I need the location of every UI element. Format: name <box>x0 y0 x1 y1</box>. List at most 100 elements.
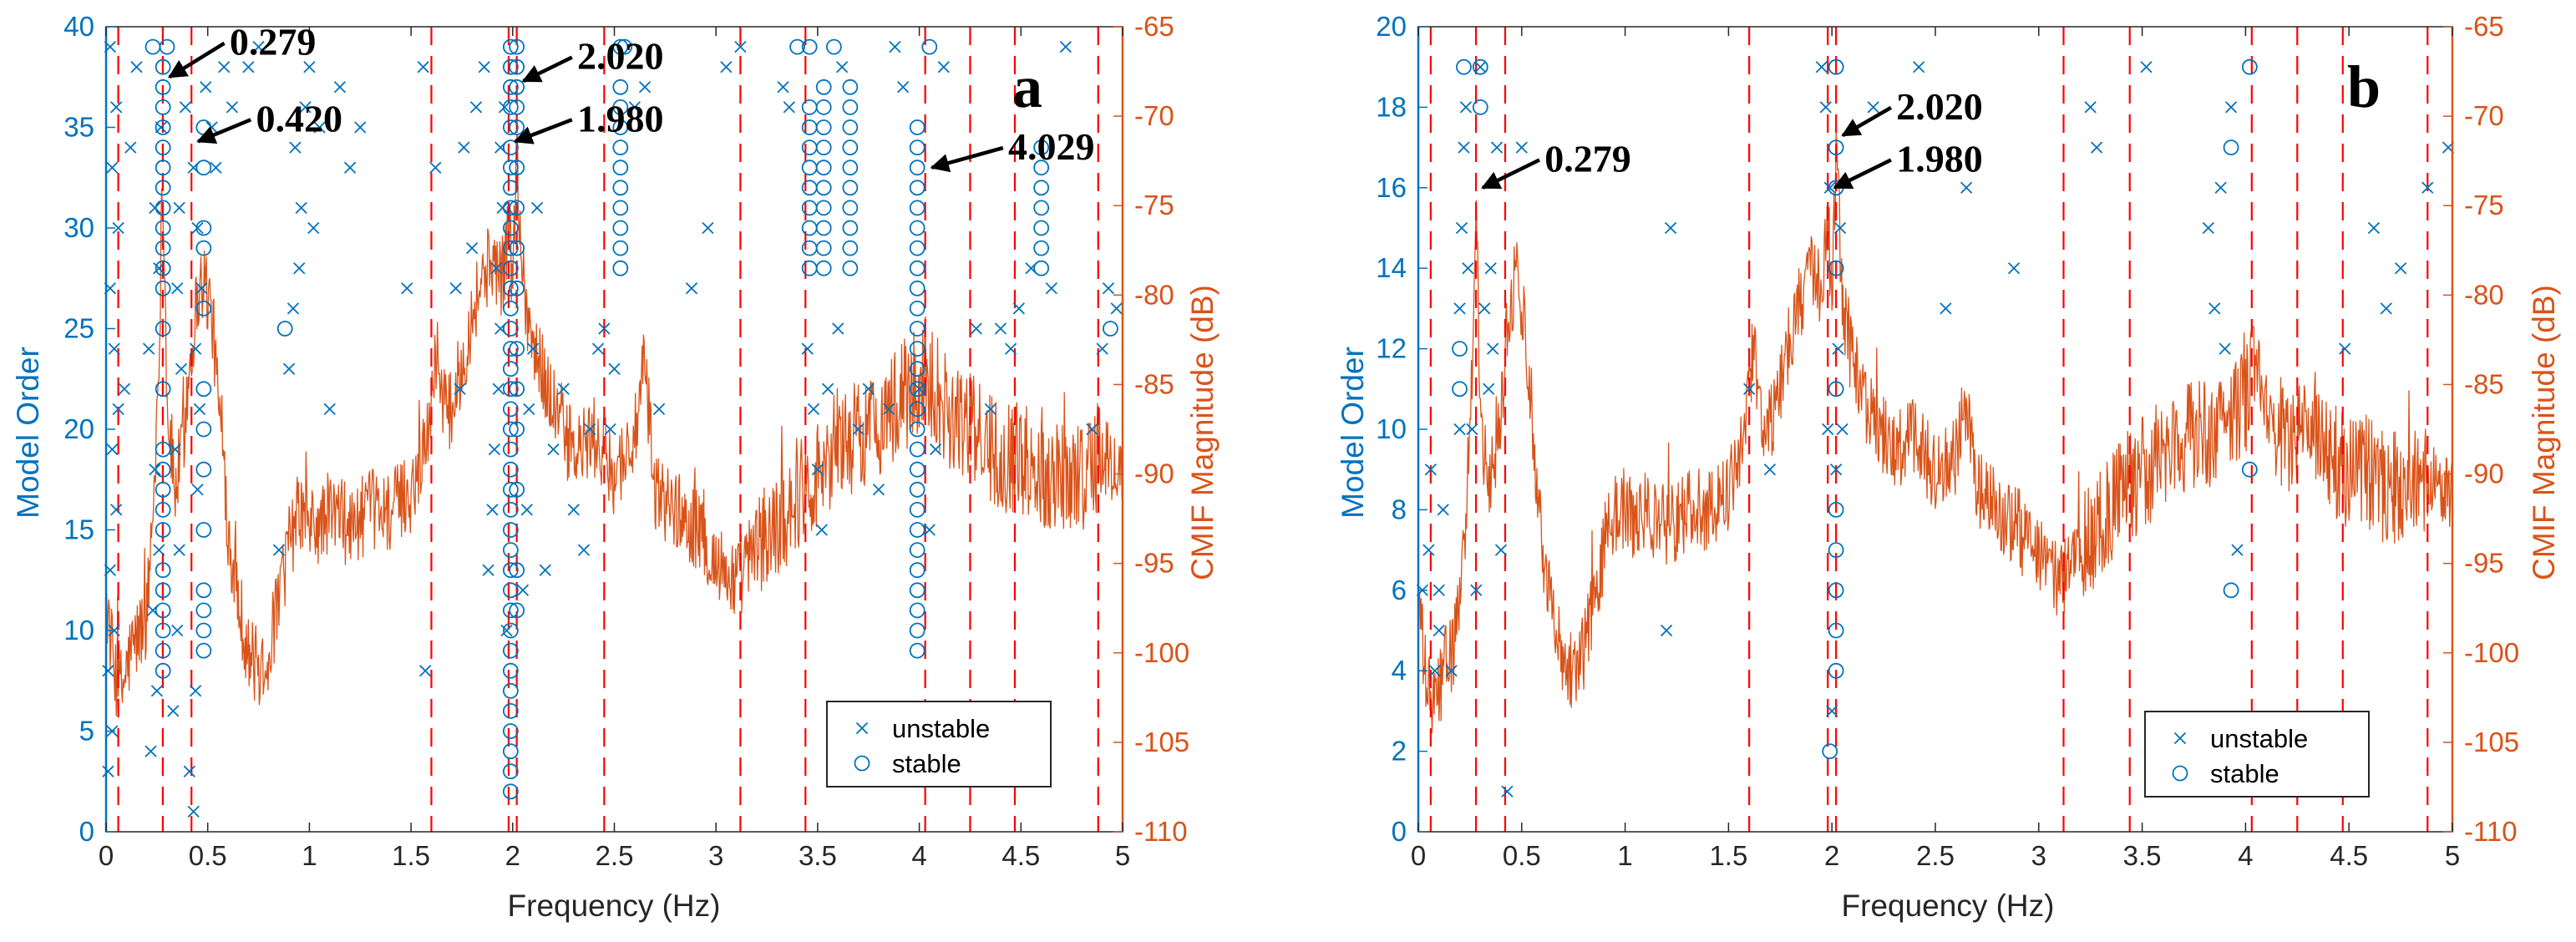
x-tick-label: 2.5 <box>596 840 634 871</box>
stable-marker <box>1452 381 1468 398</box>
x-tick-label: 4 <box>911 840 926 871</box>
unstable-marker <box>852 423 865 436</box>
stable-marker <box>509 481 525 498</box>
stable-marker <box>909 602 925 619</box>
unstable-marker <box>1045 282 1057 295</box>
unstable-marker <box>1445 665 1458 677</box>
unstable-marker <box>343 161 357 174</box>
unstable-marker <box>1483 382 1495 395</box>
x-axis-title: Frequency (Hz) <box>508 889 721 923</box>
unstable-marker <box>112 403 124 416</box>
stable-marker <box>842 220 859 236</box>
unstable-marker <box>106 161 119 174</box>
unstable-marker <box>102 765 114 777</box>
stable-marker <box>921 38 938 55</box>
annotation-label: 1.980 <box>1896 138 1983 180</box>
y2-axis-title: CMIF Magnitude (dB) <box>2527 285 2561 580</box>
y2-tick-label: -80 <box>1134 279 1174 310</box>
y2-tick-label: -95 <box>1134 548 1174 579</box>
x-tick-label: 0.5 <box>1503 840 1541 871</box>
stable-marker <box>509 240 525 256</box>
stable-marker <box>909 280 925 296</box>
unstable-marker <box>1004 342 1017 355</box>
y-tick-label: 35 <box>63 112 94 143</box>
unstable-marker <box>1515 141 1528 154</box>
stable-marker <box>155 622 171 639</box>
y2-tick-label: -75 <box>2464 190 2504 220</box>
unstable-marker <box>110 504 123 516</box>
unstable-marker <box>102 665 114 677</box>
stable-marker <box>842 119 859 135</box>
stable-marker <box>155 441 171 458</box>
y2-tick-label: -100 <box>2464 637 2519 668</box>
unstable-marker <box>1490 141 1504 154</box>
y-tick-label: 14 <box>1376 252 1407 283</box>
stable-marker <box>195 642 212 659</box>
x-tick-label: 0 <box>1411 840 1426 871</box>
stable-marker <box>502 783 519 800</box>
stable-marker <box>195 381 212 398</box>
stable-marker <box>909 642 925 659</box>
stable-marker <box>1033 180 1050 196</box>
unstable-marker <box>150 685 163 697</box>
stable-marker <box>909 461 925 478</box>
unstable-marker <box>937 61 950 73</box>
unstable-marker <box>175 362 188 375</box>
stable-marker <box>502 321 519 337</box>
unstable-marker <box>242 61 255 73</box>
annotation-label: 0.420 <box>256 97 342 139</box>
y-tick-label: 30 <box>63 212 94 243</box>
unstable-marker <box>913 382 925 395</box>
unstable-marker <box>106 443 119 456</box>
unstable-marker <box>1428 665 1441 677</box>
annotation-arrow <box>1481 158 1541 190</box>
y-axis-title: Model Order <box>11 347 45 519</box>
unstable-marker <box>287 302 300 315</box>
unstable-marker <box>608 362 621 375</box>
unstable-marker <box>218 61 231 73</box>
stable-marker <box>815 260 832 276</box>
y-tick-label: 18 <box>1376 91 1407 122</box>
unstable-marker <box>638 81 652 94</box>
unstable-marker <box>142 342 155 355</box>
unstable-marker <box>1478 302 1491 315</box>
stable-marker <box>909 582 925 599</box>
unstable-marker <box>496 201 509 215</box>
stable-marker <box>155 260 171 276</box>
unstable-marker <box>923 524 936 536</box>
chart-panel-a: a Frequency (Hz) Model Order CMIF Magnit… <box>11 11 1220 923</box>
stable-marker <box>195 461 212 478</box>
stable-marker <box>502 341 519 357</box>
y2-tick-label: -105 <box>1134 727 1189 757</box>
stable-marker <box>509 381 525 398</box>
stable-marker <box>1828 622 1844 639</box>
unstable-marker <box>1453 302 1466 315</box>
stable-marker <box>909 300 925 317</box>
unstable-marker <box>1025 262 1037 275</box>
unstable-marker <box>557 382 570 395</box>
stable-marker <box>909 622 925 639</box>
plot-area <box>102 26 1124 833</box>
stable-marker <box>509 602 525 619</box>
stable-marker <box>815 160 832 176</box>
unstable-marker <box>2367 221 2381 235</box>
stable-marker <box>195 602 212 619</box>
annotation-arrow <box>930 145 1004 173</box>
unstable-marker <box>1743 382 1756 395</box>
x-tick-label: 3.5 <box>2123 840 2162 871</box>
stable-marker <box>155 160 171 176</box>
stable-marker <box>502 542 519 558</box>
annotation-label: 1.980 <box>577 97 664 139</box>
stable-marker <box>909 542 925 558</box>
stable-marker <box>909 119 925 135</box>
stable-marker <box>909 522 925 538</box>
annotation-label: 2.020 <box>577 35 664 78</box>
y-tick-label: 0 <box>1392 816 1407 847</box>
unstable-marker <box>1424 463 1437 476</box>
stable-marker <box>155 119 171 135</box>
stable-marker <box>612 200 629 216</box>
unstable-marker <box>454 382 466 395</box>
unstable-marker <box>153 544 165 556</box>
x-tick-label: 4.5 <box>1001 840 1040 871</box>
x-tick-label: 3 <box>2031 840 2046 871</box>
